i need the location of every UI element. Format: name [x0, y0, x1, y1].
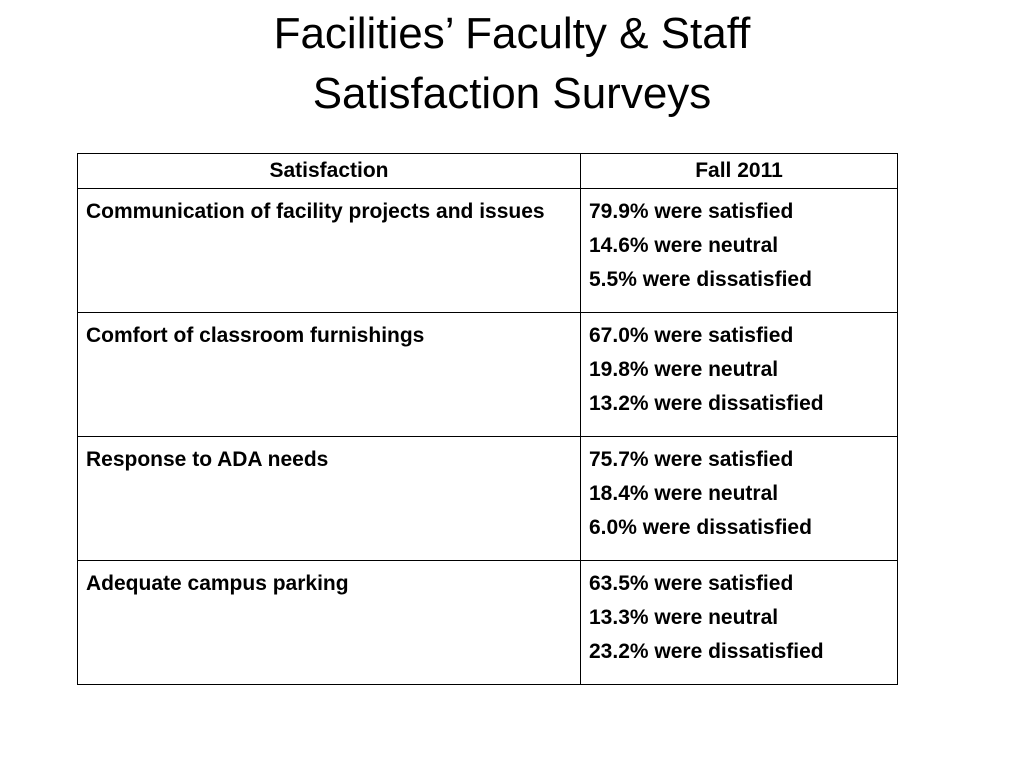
slide-title: Facilities’ Faculty & Staff Satisfaction…	[0, 4, 1024, 124]
satisfaction-item: Comfort of classroom furnishings	[77, 312, 581, 437]
neutral-result: 13.3% were neutral	[589, 606, 779, 629]
result-cell: 67.0% were satisfied 19.8% were neutral …	[580, 312, 898, 437]
table-row: Adequate campus parking 63.5% were satis…	[77, 560, 898, 685]
table-header-row: Satisfaction Fall 2011	[77, 153, 898, 189]
column-header-fall-2011: Fall 2011	[580, 153, 898, 189]
slide-title-line-1: Facilities’ Faculty & Staff	[273, 9, 751, 58]
result-cell: 63.5% were satisfied 13.3% were neutral …	[580, 560, 898, 685]
satisfaction-item: Communication of facility projects and i…	[77, 188, 581, 313]
satisfaction-item: Response to ADA needs	[77, 436, 581, 561]
satisfaction-item: Adequate campus parking	[77, 560, 581, 685]
neutral-result: 19.8% were neutral	[589, 358, 779, 381]
result-cell: 79.9% were satisfied 14.6% were neutral …	[580, 188, 898, 313]
table-row: Response to ADA needs 75.7% were satisfi…	[77, 436, 898, 561]
table-row: Comfort of classroom furnishings 67.0% w…	[77, 312, 898, 437]
neutral-result: 18.4% were neutral	[589, 482, 779, 505]
neutral-result: 14.6% were neutral	[589, 234, 779, 257]
dissatisfied-result: 6.0% were dissatisfied	[589, 516, 812, 539]
slide-title-line-2: Satisfaction Surveys	[312, 69, 712, 118]
satisfied-result: 79.9% were satisfied	[589, 200, 794, 223]
satisfaction-table: Satisfaction Fall 2011 Communication of …	[77, 153, 898, 685]
table-row: Communication of facility projects and i…	[77, 188, 898, 313]
satisfied-result: 67.0% were satisfied	[589, 324, 794, 347]
dissatisfied-result: 5.5% were dissatisfied	[589, 268, 812, 291]
satisfied-result: 75.7% were satisfied	[589, 448, 794, 471]
dissatisfied-result: 13.2% were dissatisfied	[589, 392, 824, 415]
dissatisfied-result: 23.2% were dissatisfied	[589, 640, 824, 663]
result-cell: 75.7% were satisfied 18.4% were neutral …	[580, 436, 898, 561]
column-header-satisfaction: Satisfaction	[77, 153, 581, 189]
satisfied-result: 63.5% were satisfied	[589, 572, 794, 595]
